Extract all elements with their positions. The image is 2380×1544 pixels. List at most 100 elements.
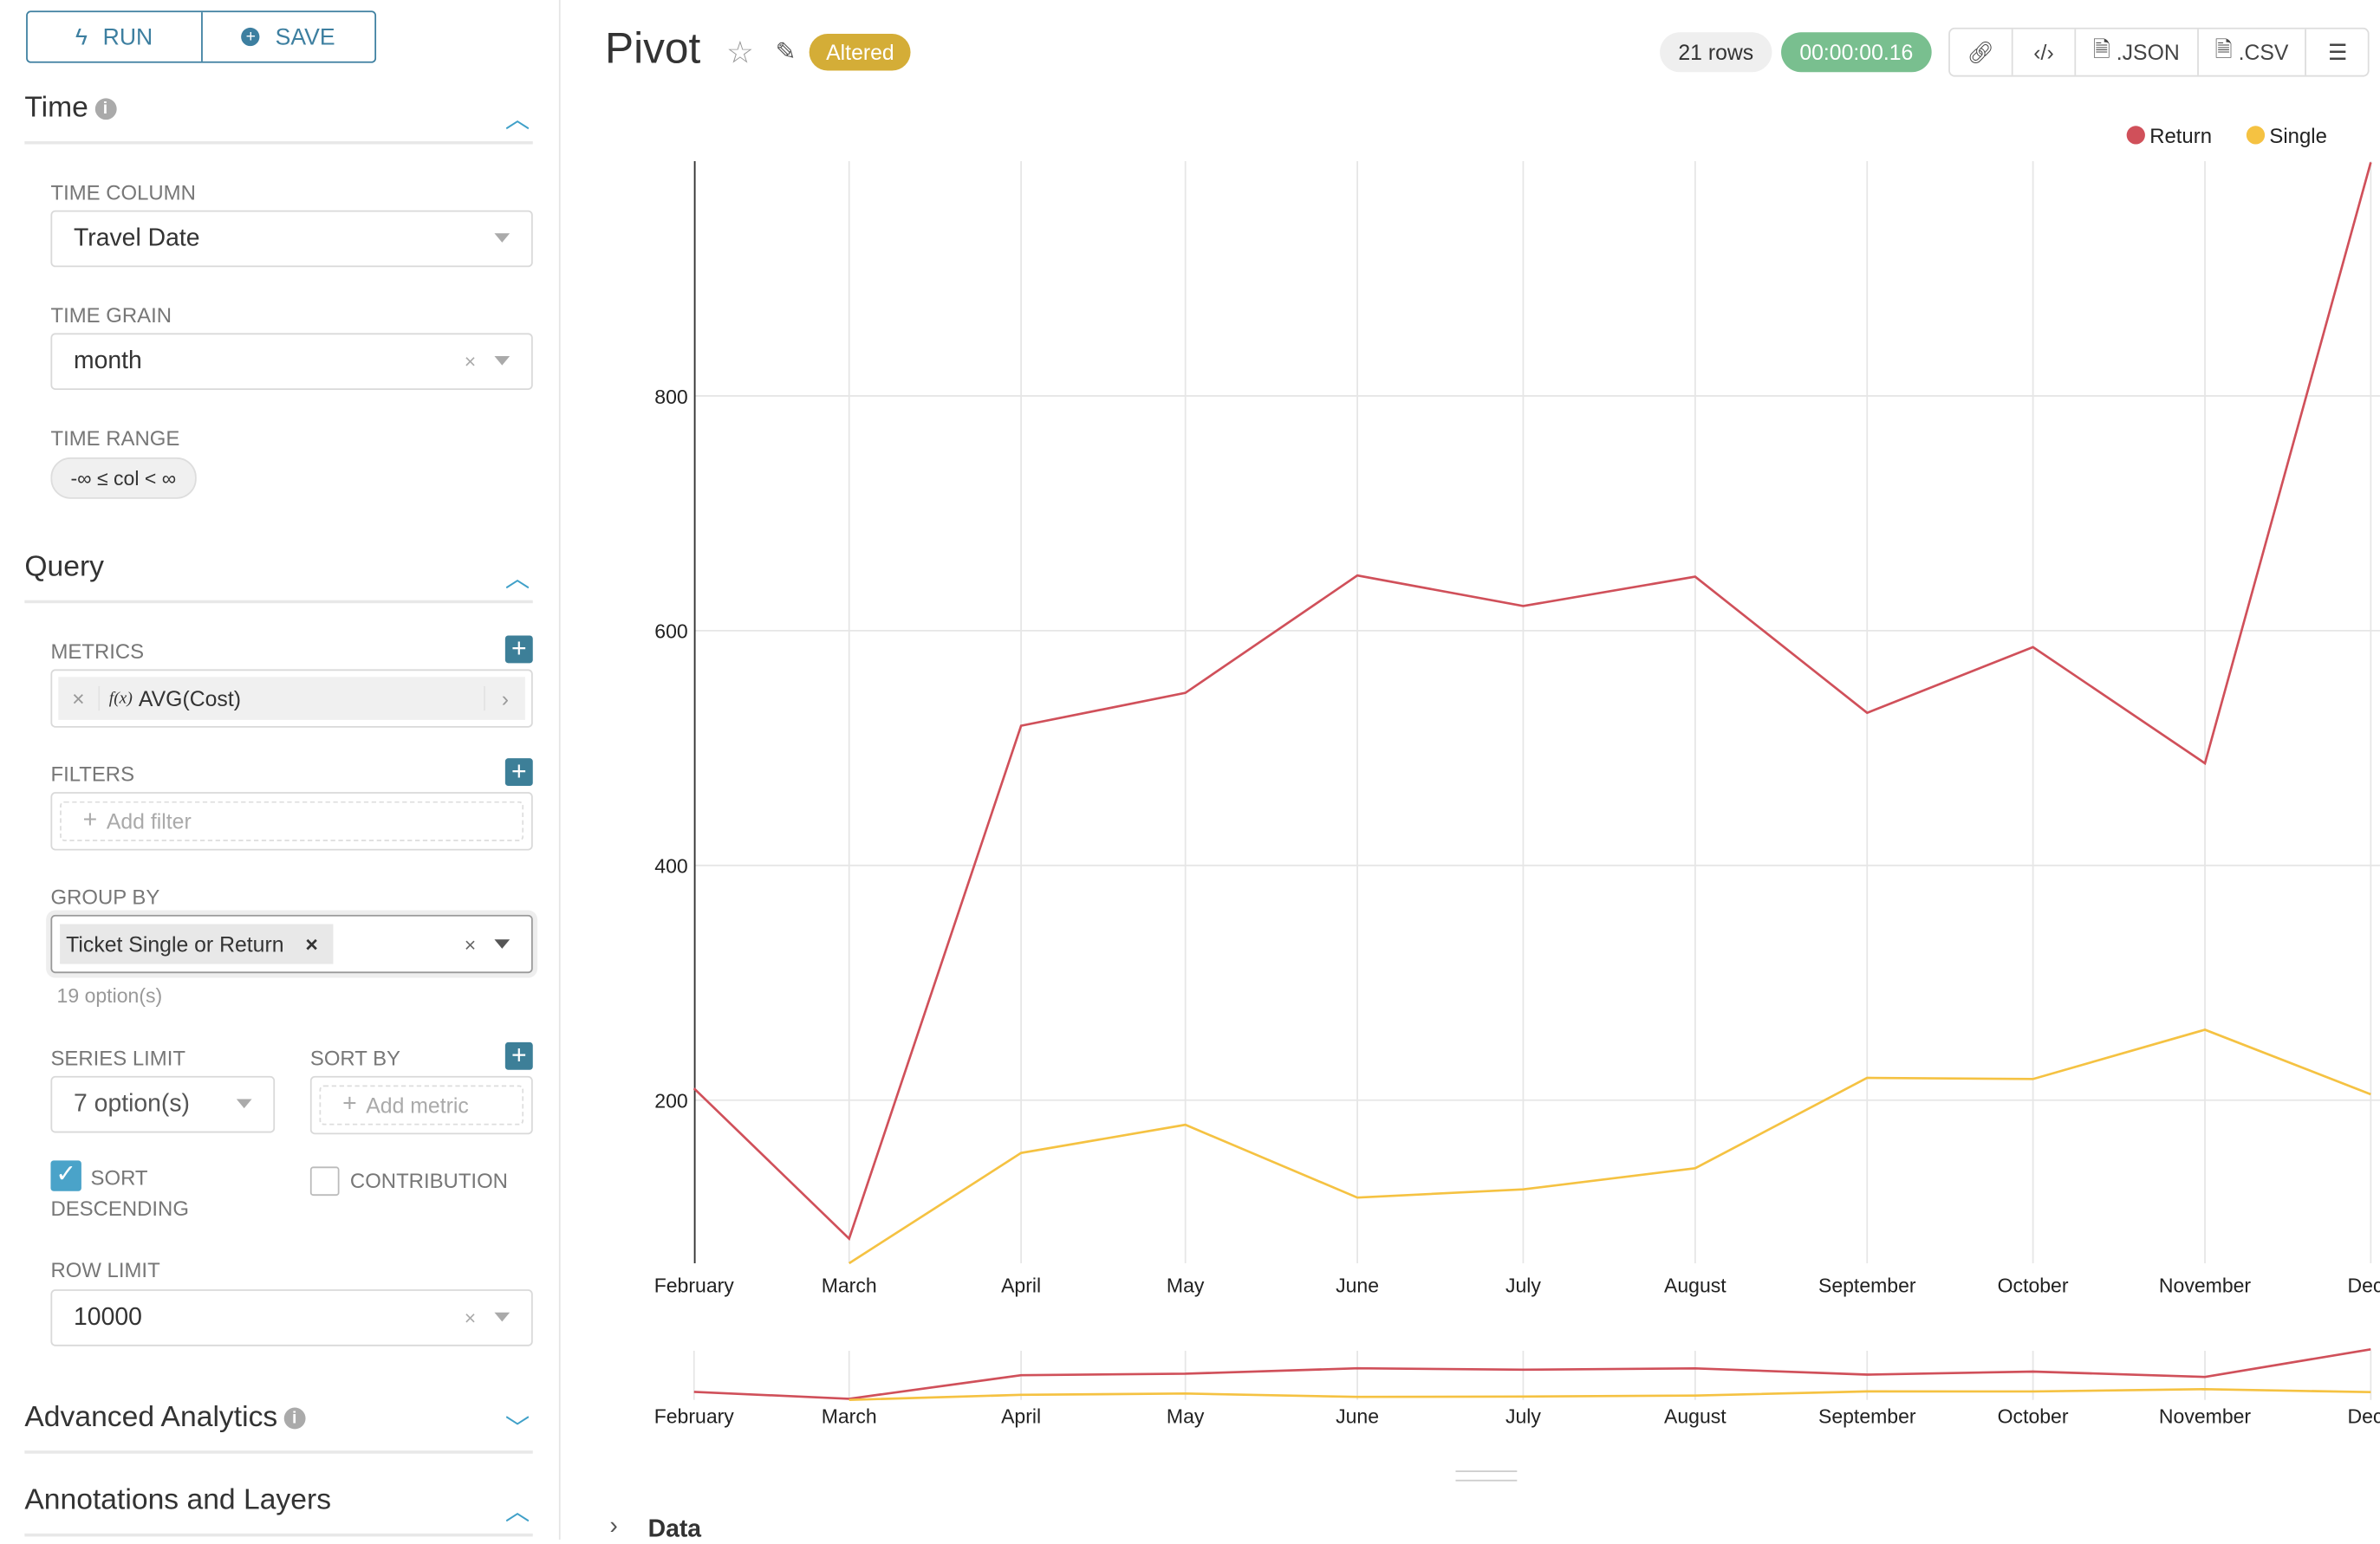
- section-annotations[interactable]: Annotations and Layers ︿: [24, 1484, 533, 1537]
- legend-label[interactable]: Return: [2149, 125, 2212, 148]
- caret-down-icon: [494, 356, 510, 366]
- group-by-tag: Ticket Single or Return ×: [60, 924, 334, 964]
- series-line-single: [848, 1028, 2371, 1265]
- contribution-label: CONTRIBUTION: [349, 1169, 508, 1193]
- chevron-up-icon[interactable]: ︿: [504, 566, 530, 593]
- chevron-up-icon[interactable]: ︿: [504, 1499, 530, 1526]
- time-range-pill[interactable]: -∞ ≤ col < ∞: [50, 457, 197, 499]
- x-tick-label: February: [654, 1275, 735, 1297]
- link-icon: 🔗︎: [1967, 39, 1995, 64]
- time-column-select[interactable]: Travel Date: [50, 210, 533, 268]
- row-count-badge: 21 rows: [1660, 32, 1772, 73]
- y-tick-label: 200: [654, 1090, 687, 1113]
- caret-down-icon: [236, 1099, 252, 1109]
- x-tick-label: September: [1818, 1275, 1916, 1297]
- chevron-up-icon[interactable]: ︿: [504, 107, 530, 134]
- control-panel: ϟ RUN + SAVE Time i ︿ TIME COLUMN Travel Dat…: [0, 0, 561, 1540]
- chevron-right-icon[interactable]: ›: [484, 685, 525, 711]
- info-icon[interactable]: i: [94, 98, 116, 120]
- mini-series-line-single: [849, 1387, 2371, 1402]
- contribution-checkbox[interactable]: [309, 1166, 340, 1197]
- link-button[interactable]: 🔗︎: [1950, 29, 2013, 75]
- file-code-icon: 🗎︎: [2092, 36, 2110, 62]
- mini-x-tick-label: November: [2159, 1405, 2252, 1427]
- code-icon: ‹/›: [2033, 40, 2054, 65]
- section-time[interactable]: Time i ︿: [24, 92, 533, 145]
- edit-icon[interactable]: ✎: [775, 40, 797, 67]
- y-tick-label: 400: [654, 855, 687, 878]
- resize-handle[interactable]: [1455, 1470, 1518, 1482]
- time-column-label: TIME COLUMN: [50, 181, 196, 204]
- legend-label[interactable]: Single: [2269, 125, 2326, 148]
- y-tick-label: 600: [654, 620, 687, 643]
- x-tick-label: May: [1167, 1275, 1205, 1297]
- page-title: Pivot: [605, 24, 701, 73]
- hamburger-icon: ☰: [2328, 39, 2348, 64]
- save-button[interactable]: + SAVE: [200, 12, 374, 62]
- caret-down-icon: [494, 233, 510, 243]
- metric-tag[interactable]: × f(x) AVG(Cost) ›: [58, 677, 525, 720]
- altered-badge: Altered: [809, 33, 912, 71]
- filters-field: + Add filter: [50, 792, 533, 851]
- run-save-group: ϟ RUN + SAVE: [26, 10, 377, 63]
- mini-x-tick-label: Dece: [2347, 1405, 2379, 1427]
- section-query[interactable]: Query ︿: [24, 551, 533, 604]
- mini-x-tick-label: March: [822, 1405, 877, 1427]
- export-csv-button[interactable]: 🗎︎ .CSV: [2198, 29, 2307, 75]
- row-limit-select[interactable]: 10000 ×: [50, 1289, 533, 1346]
- export-json-button[interactable]: 🗎︎ .JSON: [2076, 29, 2199, 75]
- bolt-icon: ϟ: [75, 23, 88, 50]
- add-sort-button[interactable]: +: [504, 1042, 533, 1070]
- chart-area: Pivot ☆ ✎ Altered 21 rows 00:00:00.16 🔗︎…: [561, 0, 2380, 1542]
- mini-series-line-return: [693, 1347, 2371, 1400]
- add-metric-button[interactable]: +: [504, 635, 533, 664]
- metrics-field[interactable]: × f(x) AVG(Cost) ›: [50, 669, 533, 728]
- time-grain-label: TIME GRAIN: [50, 303, 172, 328]
- clear-icon[interactable]: ×: [464, 349, 477, 373]
- sort-descending-label: SORT DESCENDING: [50, 1166, 189, 1221]
- x-tick-label: June: [1336, 1275, 1379, 1297]
- series-limit-select[interactable]: 7 option(s): [50, 1075, 276, 1133]
- y-tick-label: 800: [654, 386, 687, 408]
- series-limit-label: SERIES LIMIT: [50, 1047, 185, 1070]
- x-tick-label: November: [2159, 1275, 2252, 1297]
- plus-icon: +: [342, 1091, 357, 1118]
- time-grain-select[interactable]: month ×: [50, 333, 533, 390]
- chevron-right-icon[interactable]: ›: [609, 1513, 618, 1540]
- plus-icon: +: [82, 807, 98, 834]
- remove-icon[interactable]: ×: [58, 685, 101, 711]
- x-tick-label: August: [1664, 1275, 1726, 1297]
- menu-button[interactable]: ☰: [2307, 29, 2369, 75]
- add-filter-plus-button[interactable]: +: [504, 758, 533, 787]
- clear-icon[interactable]: ×: [464, 1306, 477, 1330]
- mini-x-tick-label: April: [1001, 1405, 1041, 1427]
- row-limit-label: ROW LIMIT: [50, 1258, 160, 1282]
- x-tick-label: July: [1505, 1275, 1541, 1297]
- info-icon[interactable]: i: [283, 1407, 306, 1430]
- remove-icon[interactable]: ×: [305, 931, 318, 957]
- group-by-select[interactable]: Ticket Single or Return × ×: [50, 914, 533, 974]
- run-button[interactable]: ϟ RUN: [75, 23, 153, 50]
- mini-x-tick-label: August: [1664, 1405, 1726, 1427]
- add-sort-metric-button[interactable]: + Add metric: [319, 1085, 524, 1126]
- mini-x-tick-label: February: [654, 1405, 735, 1427]
- series-line-return: [693, 162, 2372, 1242]
- legend-marker: [2246, 126, 2266, 145]
- x-tick-label: March: [822, 1275, 877, 1297]
- add-filter-button[interactable]: + Add filter: [60, 801, 524, 841]
- sort-descending-checkbox[interactable]: ✓: [50, 1160, 81, 1191]
- caret-down-icon: [494, 939, 510, 949]
- clear-icon[interactable]: ×: [464, 933, 477, 957]
- embed-button[interactable]: ‹/›: [2013, 29, 2077, 75]
- legend-marker: [2126, 126, 2145, 145]
- caret-down-icon: [494, 1312, 510, 1322]
- group-by-hint: 19 option(s): [56, 983, 163, 1008]
- mini-x-tick-label: July: [1505, 1405, 1541, 1427]
- data-section-toggle[interactable]: Data: [647, 1516, 702, 1543]
- mini-x-tick-label: September: [1818, 1405, 1916, 1427]
- chevron-down-icon[interactable]: ﹀: [504, 1417, 530, 1443]
- metrics-label: METRICS: [50, 639, 145, 664]
- star-icon[interactable]: ☆: [725, 36, 754, 71]
- mini-x-tick-label: May: [1167, 1405, 1205, 1427]
- section-advanced-analytics[interactable]: Advanced Analytics i ﹀: [24, 1401, 533, 1454]
